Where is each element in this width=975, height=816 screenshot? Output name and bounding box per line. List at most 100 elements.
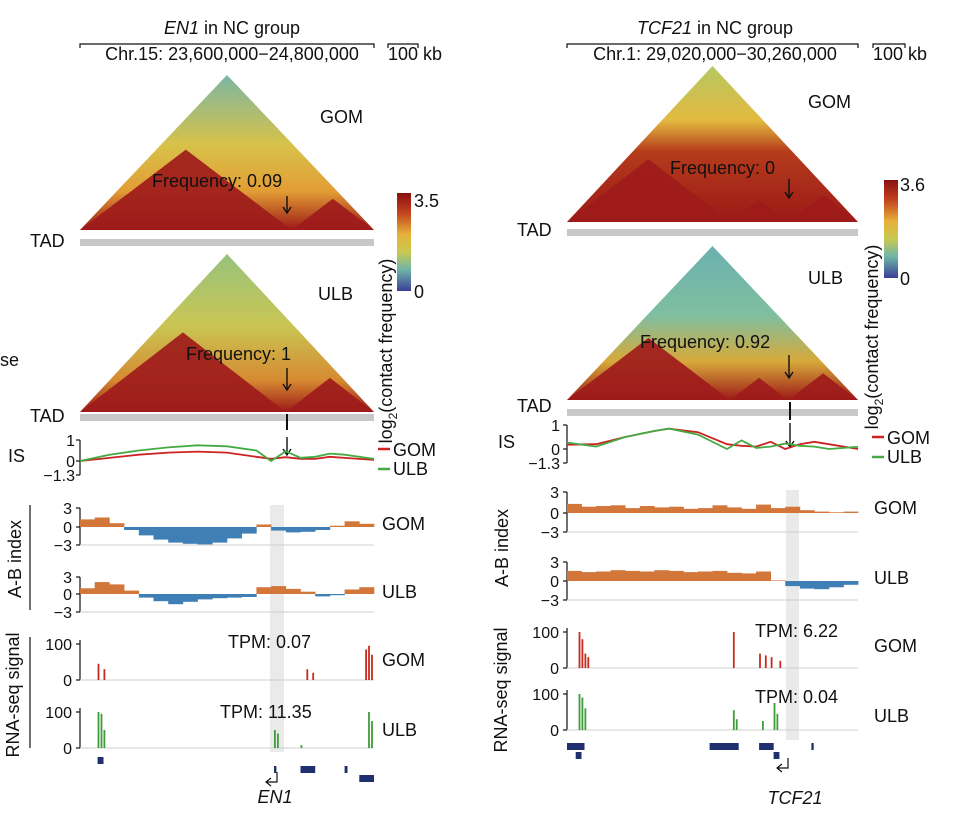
ab-bar	[727, 507, 742, 513]
sample-label: GOM	[808, 92, 851, 112]
rna-tick-label: 0	[63, 673, 72, 690]
ab-track-label: ULB	[382, 582, 417, 602]
ab-bar	[182, 594, 198, 602]
ab-bar	[359, 523, 375, 527]
heatmap-ulb: ULB Frequency: 0.92	[567, 246, 858, 400]
ab-bar	[212, 527, 228, 543]
ab-bar	[344, 521, 360, 527]
ab-bar	[683, 572, 699, 581]
arrow-head	[784, 191, 794, 200]
ab-bar	[227, 527, 242, 539]
rna-peak	[100, 713, 103, 748]
ab-bar	[109, 523, 125, 527]
ab-track-label: GOM	[874, 498, 917, 518]
tss-arrow	[267, 772, 278, 783]
is-line-ulb	[566, 427, 859, 451]
ab-bar	[741, 573, 757, 581]
ab-bar	[668, 506, 684, 513]
ab-bar	[799, 581, 815, 589]
ab-tick-label: 3	[550, 555, 559, 572]
ab-bar	[581, 572, 597, 581]
ab-bar	[770, 580, 786, 581]
colorbar-min: 0	[900, 269, 910, 289]
ab-bar	[271, 586, 287, 594]
rna-track-label: ULB	[382, 720, 417, 740]
ab-bar	[756, 571, 771, 581]
heatmap-gom: GOM Frequency: 0.09	[80, 75, 374, 230]
ab-bar	[256, 524, 272, 527]
arrow-head	[282, 206, 292, 215]
tad-label: TAD	[517, 220, 552, 240]
scale-label: 100 kb	[873, 44, 927, 64]
ab-tick-label: 0	[550, 574, 559, 591]
is-tick-label: 1	[551, 418, 560, 435]
is-line-gom	[79, 450, 375, 462]
ab-bar	[785, 581, 801, 587]
ab-bar	[285, 588, 301, 594]
rna-peak	[735, 719, 738, 730]
ab-bar	[197, 594, 213, 600]
ab-label: A-B index	[5, 520, 25, 598]
ab-bar	[654, 507, 670, 513]
tss-arrow	[778, 758, 789, 769]
ab-bar	[770, 508, 786, 513]
ab-tick-label: 0	[63, 520, 72, 537]
rna-tick-label: 0	[63, 741, 72, 758]
ab-bar	[814, 511, 830, 513]
colorbar-label-sub: 2	[386, 412, 400, 419]
colorbar-label: log2(contact frequency)	[376, 259, 400, 444]
ab-bar	[668, 570, 684, 581]
tpm-label: TPM: 0.04	[755, 687, 838, 707]
colorbar-max: 3.5	[414, 191, 439, 211]
rna-peak	[312, 672, 315, 680]
rna-peak	[773, 703, 776, 730]
ab-bar	[596, 506, 611, 513]
tad-domain	[729, 199, 789, 222]
ab-bar	[285, 527, 301, 533]
rna-peak	[371, 654, 373, 680]
ab-bar	[329, 594, 345, 596]
rna-peak	[759, 653, 761, 668]
ab-bar	[785, 506, 801, 513]
gene-model	[274, 766, 277, 773]
ab-bar	[94, 582, 110, 594]
ab-bar	[315, 527, 331, 530]
ab-bar	[698, 508, 713, 513]
colorbar-label-log: log	[862, 405, 882, 429]
region-bracket	[79, 43, 375, 48]
is-tick-label: −1.3	[43, 468, 75, 485]
tad-bar	[567, 409, 858, 416]
guide-arrow-head	[282, 448, 292, 457]
ab-bar	[256, 587, 272, 594]
ab-bar	[168, 594, 184, 605]
rna-track-label: ULB	[874, 706, 909, 726]
ab-bar	[271, 527, 287, 531]
colorbar	[884, 180, 898, 278]
ab-bar	[698, 571, 713, 581]
rna-peak	[578, 694, 581, 730]
tpm-label: TPM: 11.35	[220, 702, 312, 722]
rna-label: RNA-seq signal	[3, 632, 23, 757]
ab-bar	[80, 588, 95, 594]
ab-tick-label: 0	[550, 506, 559, 523]
rna-track-label: GOM	[382, 650, 425, 670]
region-coords: Chr.1: 29,020,000−30,260,000	[593, 44, 837, 64]
ab-track-label: ULB	[874, 568, 909, 588]
ab-bar	[344, 589, 360, 594]
tad-bar	[567, 229, 858, 236]
is-label: IS	[8, 446, 25, 466]
rna-peak	[770, 657, 773, 668]
rna-peak	[762, 721, 764, 730]
ab-bar	[153, 594, 169, 602]
ab-bar	[567, 570, 582, 581]
tad-domain	[80, 332, 286, 412]
gene-model	[359, 775, 374, 782]
ab-bar	[828, 512, 844, 513]
gene-model	[709, 743, 739, 750]
tad-domain	[729, 377, 789, 400]
is-legend-label: GOM	[887, 428, 930, 448]
ab-bar	[799, 510, 815, 513]
rna-peak	[274, 730, 276, 748]
ab-bar	[814, 581, 830, 590]
ab-bar	[625, 508, 641, 513]
